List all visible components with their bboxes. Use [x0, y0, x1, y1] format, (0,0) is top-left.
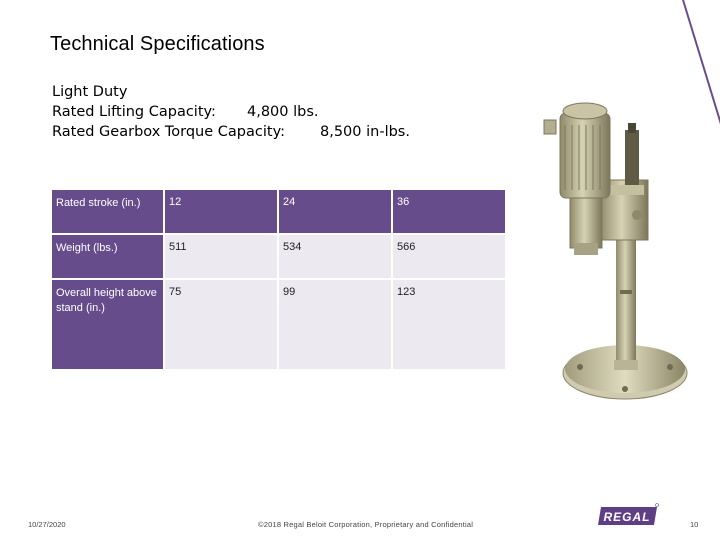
regal-logo: REGAL: [598, 503, 659, 525]
spec-summary: Light Duty Rated Lifting Capacity: 4,800…: [52, 82, 410, 142]
table-cell: 75: [165, 280, 277, 369]
table-cell: 534: [279, 235, 391, 278]
lifting-capacity-row: Rated Lifting Capacity: 4,800 lbs.: [52, 102, 319, 122]
table-row: Rated stroke (in.) 12 24 36: [52, 190, 505, 233]
torque-capacity-label: Rated Gearbox Torque Capacity:: [52, 124, 285, 140]
table-row: Weight (lbs.) 511 534 566: [52, 235, 505, 278]
table-cell: 566: [393, 235, 505, 278]
page-title: Technical Specifications: [50, 33, 265, 55]
torque-capacity-row: Rated Gearbox Torque Capacity: 8,500 in-…: [52, 122, 410, 142]
footer-copyright: ©2018 Regal Beloit Corporation, Propriet…: [258, 520, 474, 529]
table-cell: 511: [165, 235, 277, 278]
spec-heading: Light Duty: [52, 84, 128, 100]
row-label: Rated stroke (in.): [52, 190, 163, 233]
row-label: Weight (lbs.): [52, 235, 163, 278]
table-cell: 99: [279, 280, 391, 369]
table-cell: 12: [165, 190, 277, 233]
row-label: Overall height above stand (in.): [52, 280, 163, 369]
svg-text:REGAL: REGAL: [604, 510, 651, 524]
lifting-capacity-value: 4,800 lbs.: [247, 104, 319, 120]
table-cell: 24: [279, 190, 391, 233]
actuator-product-image: [543, 102, 688, 400]
page-number: 10: [690, 520, 699, 529]
footer-date: 10/27/2020: [28, 520, 66, 529]
torque-capacity-value: 8,500 in-lbs.: [320, 124, 410, 140]
table-cell: 36: [393, 190, 505, 233]
lifting-capacity-label: Rated Lifting Capacity:: [52, 104, 216, 120]
table-row: Overall height above stand (in.) 75 99 1…: [52, 280, 505, 369]
table-cell: 123: [393, 280, 505, 369]
spec-table: Rated stroke (in.) 12 24 36 Weight (lbs.…: [50, 188, 507, 371]
